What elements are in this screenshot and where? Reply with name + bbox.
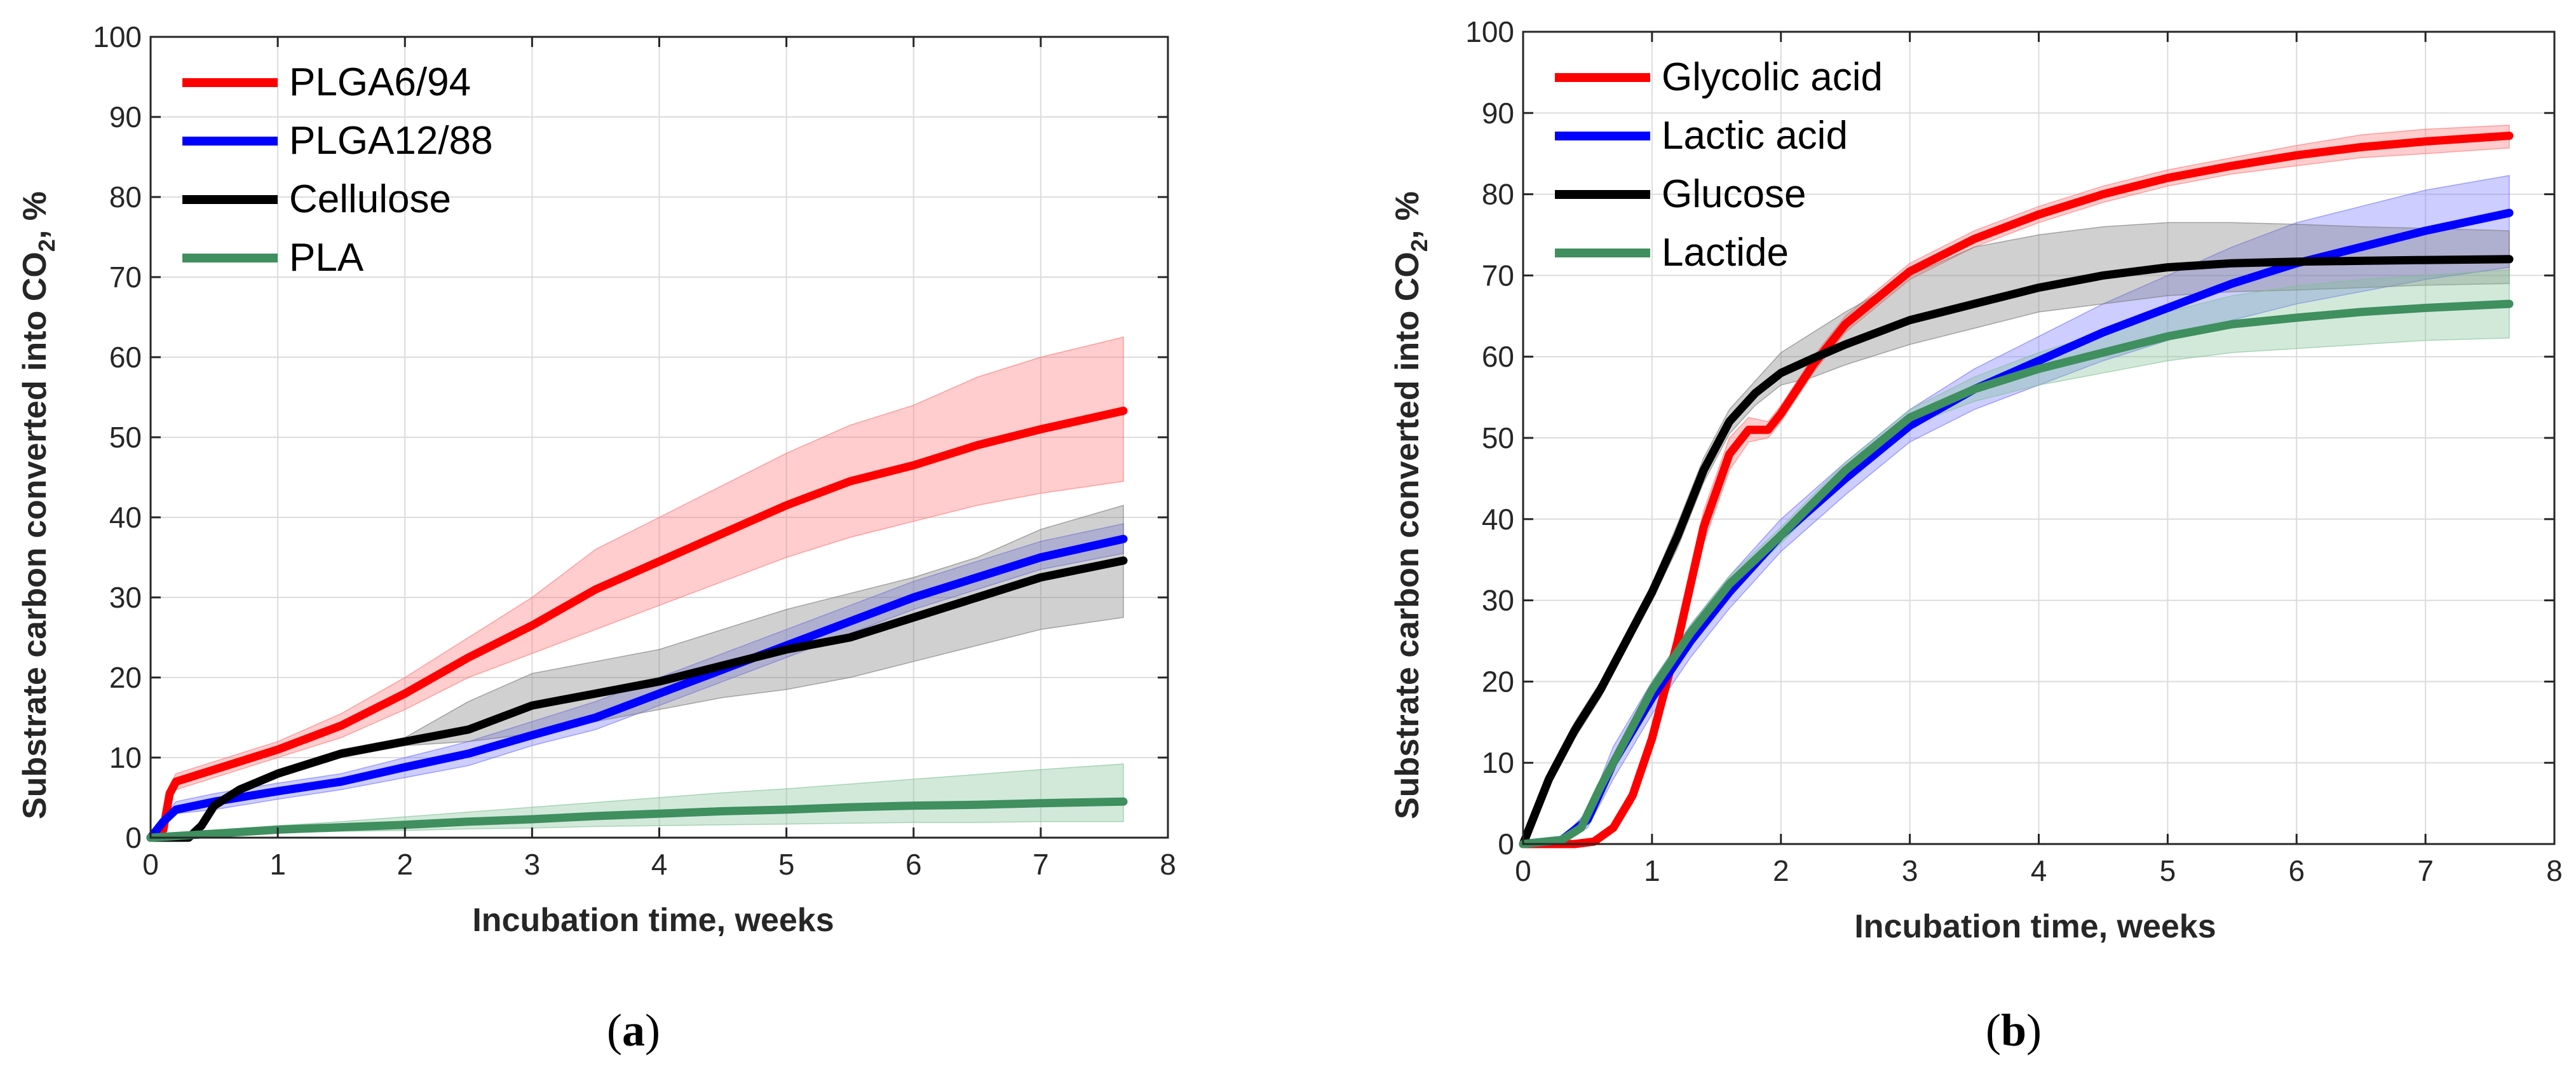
y-tick-label-b-8: 80 <box>1482 178 1514 211</box>
legend-a: PLGA6/94 PLGA12/88 Cellulose PLA <box>182 60 493 280</box>
series-line-b-0 <box>1519 132 2514 848</box>
legend-label-a-1: PLGA12/88 <box>289 119 493 163</box>
x-tick-label-a-8: 8 <box>1160 848 1176 881</box>
series-lines-a <box>146 406 1128 842</box>
x-tick-label-a-2: 2 <box>397 848 413 881</box>
y-tick-label-b-10: 100 <box>1465 15 1514 48</box>
band-a-3 <box>150 763 1124 838</box>
series-line-b-2 <box>1519 255 2514 848</box>
x-tick-label-b-4: 4 <box>2031 854 2047 887</box>
y-axis-title-b: Substrate carbon converted into CO2, % <box>1389 191 1432 819</box>
x-tick-label-a-1: 1 <box>269 848 286 881</box>
y-tick-label-b-4: 40 <box>1482 503 1514 536</box>
y-tick-label-b-3: 30 <box>1482 584 1514 617</box>
x-tick-label-a-7: 7 <box>1033 848 1049 881</box>
x-tick-label-b-8: 8 <box>2546 854 2563 887</box>
y-tick-label-a-10: 100 <box>93 20 142 53</box>
series-line-a-2 <box>146 556 1128 842</box>
y-tick-label-b-7: 70 <box>1482 259 1514 292</box>
y-tick-label-b-1: 10 <box>1482 746 1514 779</box>
series-line-a-3 <box>146 797 1128 842</box>
x-tick-label-b-6: 6 <box>2288 854 2305 887</box>
y-tick-label-b-9: 90 <box>1482 97 1514 130</box>
x-tick-label-b-2: 2 <box>1773 854 1789 887</box>
x-tick-label-b-1: 1 <box>1644 854 1660 887</box>
x-axis-title-b: Incubation time, weeks <box>1854 908 2216 945</box>
legend-label-a-0: PLGA6/94 <box>289 60 471 104</box>
x-tick-label-a-5: 5 <box>778 848 795 881</box>
x-tick-label-b-3: 3 <box>1902 854 1918 887</box>
legend-label-a-2: Cellulose <box>289 177 451 221</box>
band-b-1 <box>1522 175 2510 845</box>
series-lines-b <box>1519 132 2514 848</box>
y-axis-title-a: Substrate carbon converted into CO2, % <box>17 191 60 819</box>
y-tick-label-a-7: 70 <box>109 261 142 294</box>
x-tick-label-a-6: 6 <box>905 848 922 881</box>
panel-b: Substrate carbon converted into CO2, % I… <box>1389 15 2563 945</box>
y-tick-label-a-1: 10 <box>109 741 142 774</box>
legend-b: Glycolic acid Lactic acid Glucose Lactide <box>1555 55 1883 275</box>
x-tick-label-a-0: 0 <box>142 848 159 881</box>
series-line-a-0 <box>146 406 1128 842</box>
y-tick-label-b-2: 20 <box>1482 665 1514 698</box>
legend-label-b-2: Glucose <box>1662 172 1806 216</box>
y-tick-label-b-6: 60 <box>1482 340 1514 373</box>
y-tick-label-a-6: 60 <box>109 341 142 374</box>
panel-caption-b: (b) <box>1986 1005 2042 1056</box>
x-tick-label-b-0: 0 <box>1515 854 1531 887</box>
y-tick-label-a-2: 20 <box>109 661 142 694</box>
y-tick-label-a-9: 90 <box>109 100 142 133</box>
x-tick-label-b-5: 5 <box>2160 854 2176 887</box>
legend-label-a-3: PLA <box>289 236 364 280</box>
legend-label-b-0: Glycolic acid <box>1662 55 1883 99</box>
bands-a <box>150 336 1124 838</box>
series-line-b-3 <box>1519 299 2514 848</box>
y-tick-label-a-4: 40 <box>109 501 142 534</box>
x-tick-label-b-7: 7 <box>2417 854 2434 887</box>
y-tick-label-a-5: 50 <box>109 421 142 454</box>
y-tick-label-a-3: 30 <box>109 581 142 614</box>
legend-label-b-3: Lactide <box>1662 231 1789 275</box>
y-tick-label-a-8: 80 <box>109 180 142 214</box>
x-tick-label-a-3: 3 <box>524 848 541 881</box>
y-tick-label-b-5: 50 <box>1482 421 1514 454</box>
y-tick-label-a-0: 0 <box>125 821 142 854</box>
panel-a: Substrate carbon converted into CO2, % I… <box>17 20 1176 939</box>
series-line-a-1 <box>146 535 1128 842</box>
legend-label-b-1: Lactic acid <box>1662 114 1848 158</box>
x-tick-label-a-4: 4 <box>651 848 668 881</box>
y-tick-label-b-0: 0 <box>1498 827 1514 861</box>
panel-caption-a: (a) <box>607 1005 660 1056</box>
x-axis-title-a: Incubation time, weeks <box>472 902 834 939</box>
